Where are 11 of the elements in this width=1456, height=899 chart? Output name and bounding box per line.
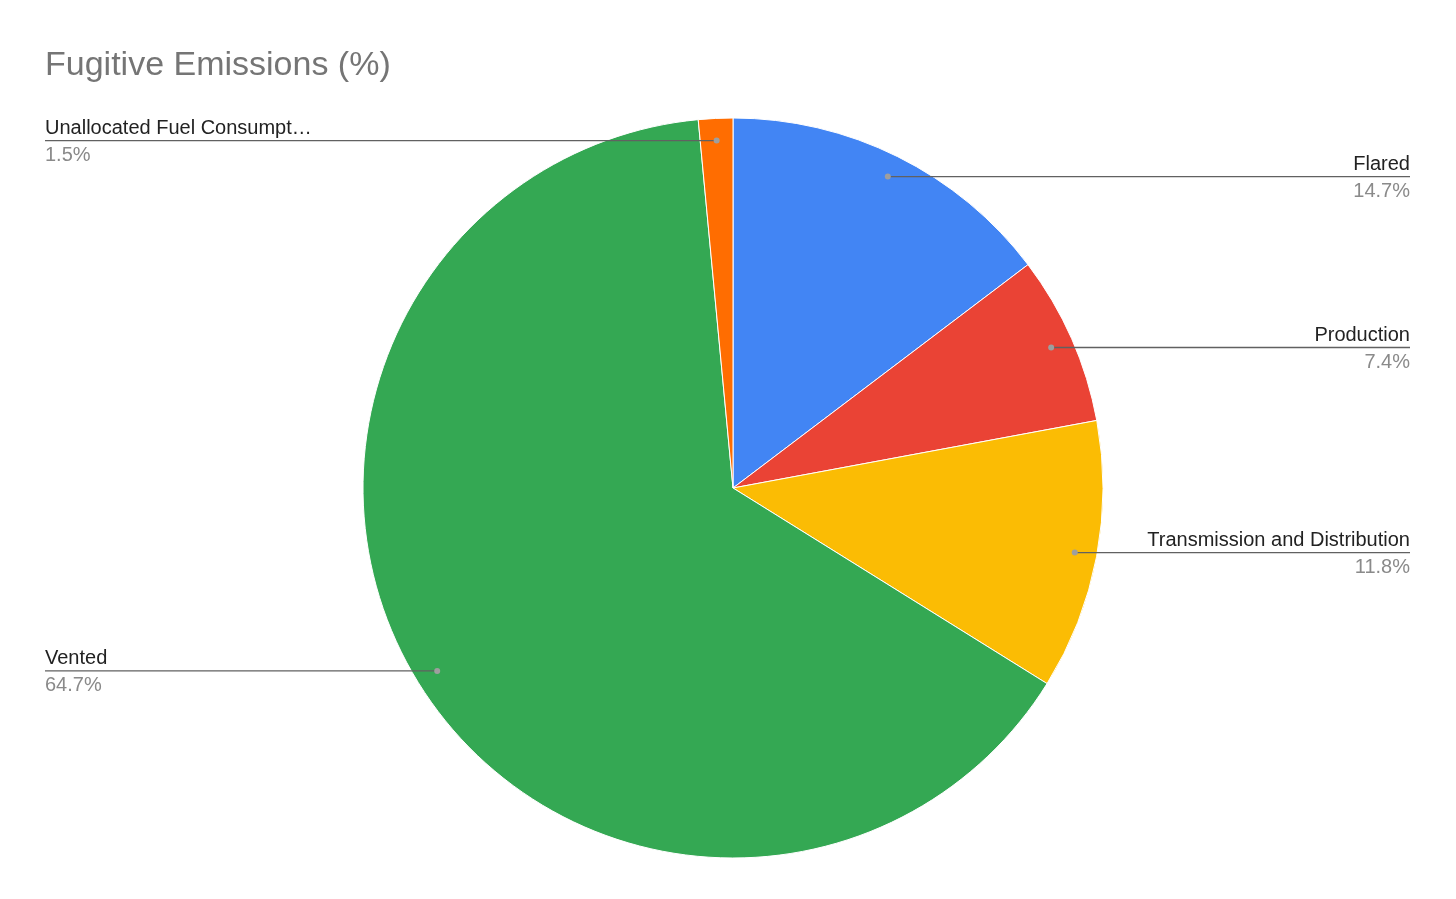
slice-label: Flared <box>1353 151 1410 174</box>
data-label: 1.5% <box>45 142 91 165</box>
slice-label: Transmission and Distribution <box>1147 527 1410 550</box>
data-label: 64.7% <box>45 672 102 695</box>
slice-label: Vented <box>45 645 108 668</box>
data-label: 14.7% <box>1353 178 1411 201</box>
chart-title: Fugitive Emissions (%) <box>45 44 391 83</box>
data-label: 11.8% <box>1354 554 1411 577</box>
data-label: 7.4% <box>1364 349 1411 372</box>
slice-label: Unallocated Fuel Consumpt… <box>45 115 312 138</box>
slice-label: Production <box>1314 322 1410 345</box>
